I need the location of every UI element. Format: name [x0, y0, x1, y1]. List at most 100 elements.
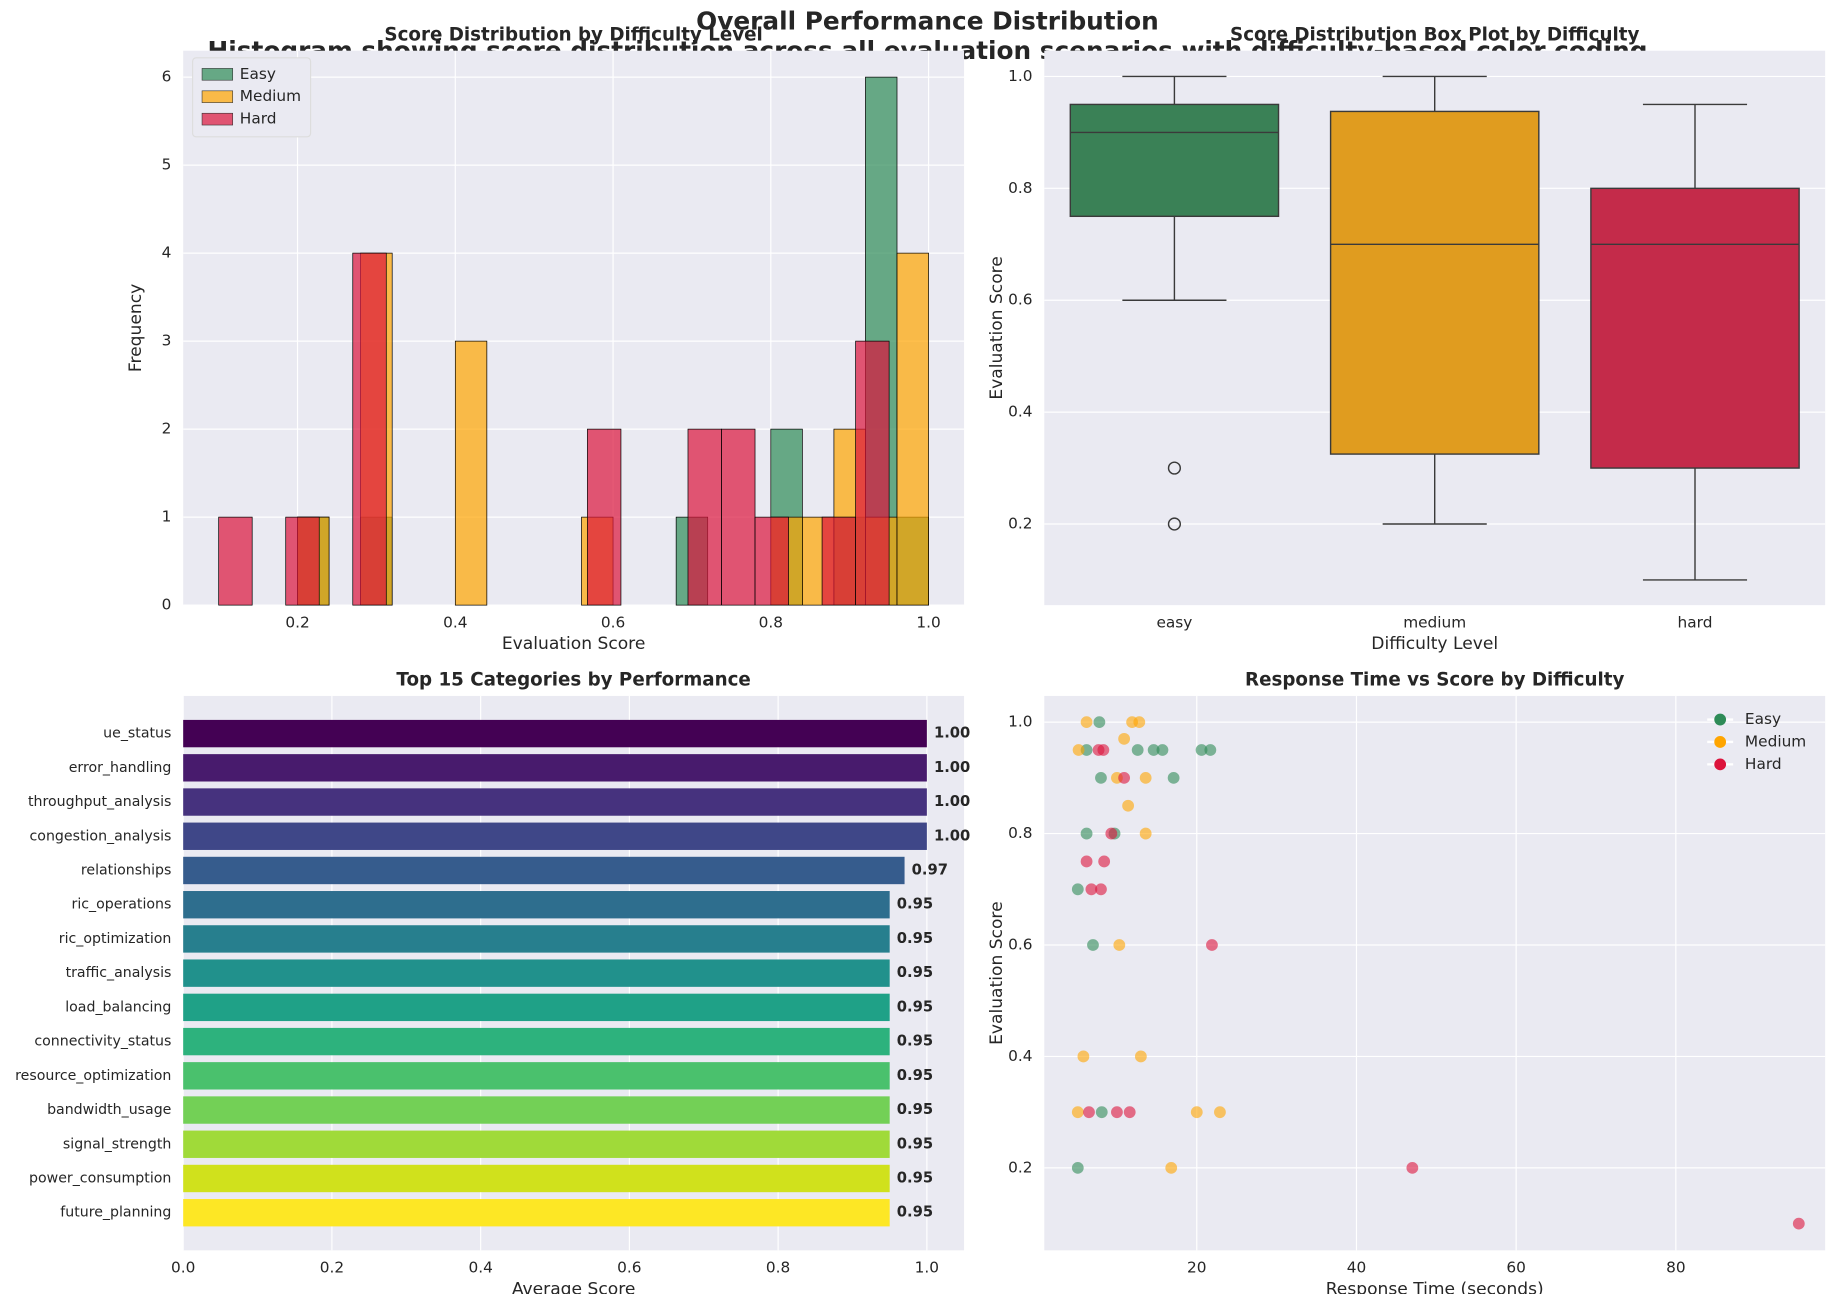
- bar: [183, 1062, 890, 1090]
- x-tick-label: 20: [1187, 1259, 1207, 1277]
- y-tick-label: 0.8: [1008, 179, 1032, 197]
- value-label: 1.00: [934, 793, 970, 810]
- y-tick-label: 0.2: [1008, 1158, 1032, 1176]
- x-tick-label: 0.2: [320, 1259, 344, 1277]
- scatter-point: [1077, 1050, 1090, 1063]
- scatter-point: [1190, 1106, 1203, 1119]
- scatter-point: [1093, 716, 1106, 729]
- bar: [183, 788, 927, 816]
- y-tick-label: 6: [162, 68, 172, 86]
- y-tick-label: traffic_analysis: [66, 965, 172, 981]
- y-tick-label: 1.0: [1008, 67, 1032, 85]
- bar: [183, 959, 890, 987]
- scatter-point: [1105, 827, 1118, 840]
- scatter-point: [1139, 771, 1152, 784]
- histogram-bar: [855, 340, 890, 606]
- x-tick-label: hard: [1678, 613, 1713, 631]
- outlier: [1167, 517, 1182, 531]
- histogram-bar: [754, 516, 789, 606]
- x-tick-label: 40: [1347, 1259, 1367, 1277]
- y-tick-label: throughput_analysis: [28, 794, 171, 810]
- scatter-point: [1095, 883, 1107, 896]
- scatter-point: [1071, 883, 1084, 896]
- bar: [183, 891, 890, 919]
- value-label: 0.95: [897, 896, 933, 913]
- y-axis-label: Evaluation Score: [987, 901, 1007, 1045]
- legend-marker: [1714, 713, 1727, 726]
- histogram-bar: [218, 516, 253, 606]
- scatter-point: [1085, 883, 1098, 896]
- x-tick-label: 0.6: [617, 1259, 641, 1277]
- y-tick-label: 0.6: [1008, 936, 1032, 954]
- y-tick-label: 1.0: [1008, 713, 1032, 731]
- scatter-point: [1165, 1161, 1178, 1174]
- x-tick-label: 0.8: [766, 1259, 790, 1277]
- scatter-point: [1147, 744, 1160, 756]
- y-tick-label: ue_status: [103, 726, 171, 742]
- scatter-point: [1072, 744, 1085, 756]
- box: [1590, 187, 1800, 469]
- outlier: [1167, 461, 1182, 475]
- scatter-point: [1097, 744, 1110, 756]
- y-tick-label: power_consumption: [29, 1170, 171, 1186]
- scatter-point: [1195, 744, 1208, 756]
- histogram-bar: [587, 428, 622, 606]
- legend-label: Medium: [240, 87, 301, 105]
- chart-title: Top 15 Categories by Performance: [396, 670, 750, 691]
- scatter-point: [1118, 732, 1131, 745]
- legend-marker: [1714, 758, 1727, 771]
- y-axis-label: Evaluation Score: [987, 256, 1007, 400]
- legend-swatch: [201, 90, 234, 103]
- scatter-point: [1080, 716, 1093, 729]
- y-tick-label: ric_operations: [72, 897, 172, 913]
- y-tick-label: 1: [162, 508, 172, 526]
- bar: [183, 822, 927, 850]
- y-tick-label: future_planning: [60, 1205, 171, 1221]
- histogram-bar: [687, 428, 722, 606]
- bar: [183, 993, 890, 1022]
- bar: [183, 856, 905, 885]
- y-tick-label: 5: [162, 156, 172, 174]
- x-tick-label: medium: [1403, 613, 1466, 631]
- value-label: 0.95: [897, 930, 933, 947]
- scatter-point: [1071, 1106, 1084, 1119]
- x-tick-label: 60: [1506, 1259, 1526, 1277]
- bar: [183, 925, 890, 953]
- value-label: 0.95: [897, 1033, 933, 1050]
- scatter-point: [1214, 1106, 1226, 1119]
- value-label: 0.95: [897, 1101, 933, 1118]
- x-axis-label: Difficulty Level: [1371, 634, 1498, 654]
- bar: [183, 1199, 890, 1227]
- box: [1329, 110, 1540, 455]
- x-tick-label: 0.6: [601, 613, 625, 631]
- legend-label: Hard: [1745, 755, 1782, 773]
- plot-background: [1044, 695, 1826, 1251]
- scatter-point: [1139, 827, 1152, 840]
- y-tick-label: 0.6: [1008, 291, 1032, 309]
- scatter-point: [1134, 1050, 1147, 1063]
- figure-title: Overall Performance Distribution: [696, 6, 1159, 35]
- box: [1069, 103, 1280, 218]
- x-tick-label: easy: [1156, 613, 1192, 631]
- y-axis-label: Frequency: [126, 284, 146, 372]
- value-label: 0.95: [897, 1204, 933, 1221]
- y-tick-label: 3: [162, 332, 172, 350]
- histogram-bar: [821, 516, 856, 606]
- y-tick-label: 0.8: [1008, 824, 1032, 842]
- chart-title: Response Time vs Score by Difficulty: [1245, 670, 1624, 691]
- histogram-bar: [896, 252, 929, 606]
- legend-label: Hard: [240, 110, 277, 128]
- scatter-point: [1133, 716, 1146, 729]
- legend-marker: [1714, 736, 1727, 748]
- value-label: 0.95: [897, 1067, 933, 1084]
- y-tick-label: signal_strength: [63, 1136, 171, 1152]
- x-tick-label: 0.2: [285, 613, 309, 631]
- scatter-point: [1122, 799, 1135, 812]
- bar: [183, 1164, 890, 1193]
- x-axis-label: Response Time (seconds): [1326, 1279, 1544, 1294]
- legend-swatch: [201, 112, 234, 126]
- bar: [183, 1130, 890, 1158]
- legend-swatch: [201, 68, 234, 81]
- scatter-point: [1792, 1217, 1805, 1230]
